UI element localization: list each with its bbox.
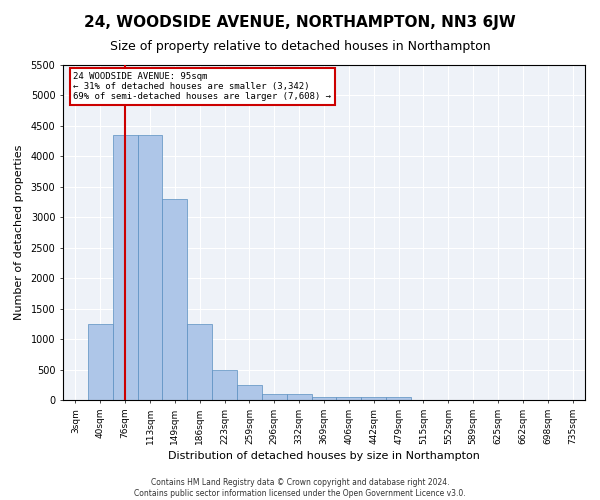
Bar xyxy=(262,394,287,400)
Bar xyxy=(311,397,337,400)
Bar xyxy=(88,324,113,400)
Y-axis label: Number of detached properties: Number of detached properties xyxy=(14,145,23,320)
Bar xyxy=(386,397,411,400)
Bar xyxy=(237,385,262,400)
Bar xyxy=(361,397,386,400)
Bar xyxy=(287,394,311,400)
Bar xyxy=(163,199,187,400)
Bar xyxy=(137,135,163,400)
Text: Size of property relative to detached houses in Northampton: Size of property relative to detached ho… xyxy=(110,40,490,53)
Text: 24 WOODSIDE AVENUE: 95sqm
← 31% of detached houses are smaller (3,342)
69% of se: 24 WOODSIDE AVENUE: 95sqm ← 31% of detac… xyxy=(73,72,331,102)
Bar xyxy=(337,397,361,400)
Bar xyxy=(212,370,237,400)
X-axis label: Distribution of detached houses by size in Northampton: Distribution of detached houses by size … xyxy=(168,451,480,461)
Text: Contains HM Land Registry data © Crown copyright and database right 2024.
Contai: Contains HM Land Registry data © Crown c… xyxy=(134,478,466,498)
Bar xyxy=(187,324,212,400)
Text: 24, WOODSIDE AVENUE, NORTHAMPTON, NN3 6JW: 24, WOODSIDE AVENUE, NORTHAMPTON, NN3 6J… xyxy=(84,15,516,30)
Bar xyxy=(113,135,137,400)
